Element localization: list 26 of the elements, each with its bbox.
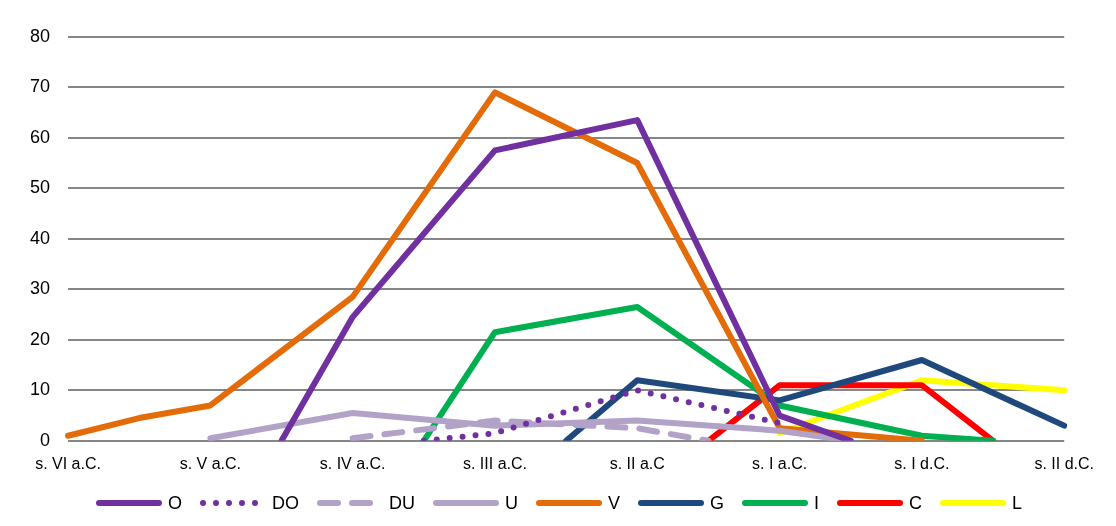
x-tick-label: s. VI a.C. bbox=[35, 454, 101, 472]
y-tick-label: 30 bbox=[29, 278, 51, 299]
x-tick-label: s. II d.C. bbox=[1034, 454, 1094, 472]
legend-label: DU bbox=[388, 492, 415, 514]
y-tick-label: 60 bbox=[29, 126, 51, 147]
legend-label: O bbox=[167, 492, 182, 514]
x-tick-label: s. I a.C. bbox=[752, 454, 808, 472]
x-tick-label: s. III a.C. bbox=[462, 454, 527, 472]
legend-label: G bbox=[709, 492, 724, 514]
x-tick-label: s. II a.C bbox=[609, 454, 665, 472]
y-tick-label: 80 bbox=[29, 25, 51, 46]
legend-label: I bbox=[814, 492, 820, 514]
x-tick-label: s. I d.C. bbox=[894, 454, 950, 472]
legend-label: C bbox=[909, 492, 923, 514]
y-tick-label: 50 bbox=[29, 177, 51, 198]
y-tick-label: 0 bbox=[40, 429, 51, 450]
y-tick-label: 10 bbox=[29, 379, 51, 400]
legend-label: U bbox=[504, 492, 518, 514]
x-tick-label: s. IV a.C. bbox=[319, 454, 386, 472]
x-tick-label: s. V a.C. bbox=[179, 454, 242, 472]
legend-label: L bbox=[1012, 492, 1023, 514]
y-tick-label: 40 bbox=[29, 227, 51, 248]
legend-label: DO bbox=[271, 492, 299, 514]
y-tick-label: 70 bbox=[29, 76, 51, 97]
y-tick-label: 20 bbox=[29, 328, 51, 349]
legend-label: V bbox=[607, 492, 620, 514]
